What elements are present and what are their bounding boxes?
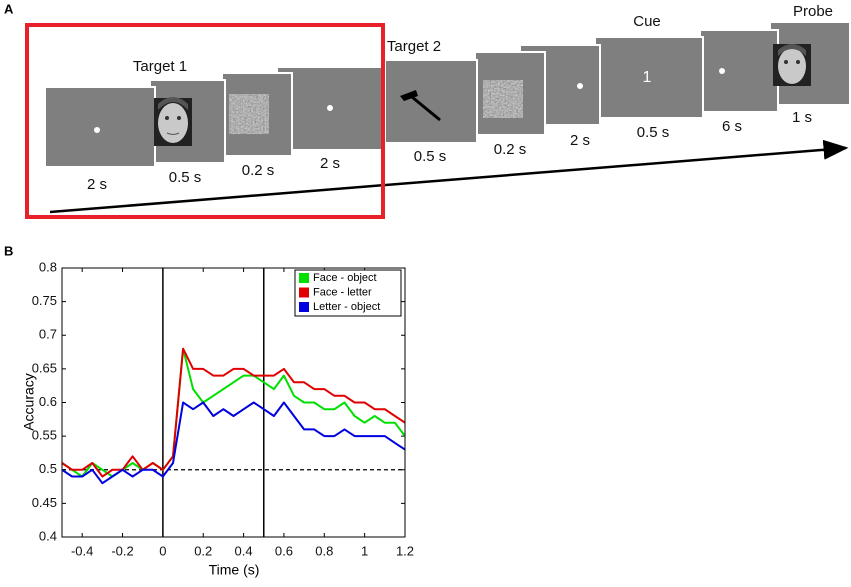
face: [154, 97, 192, 146]
stimulus-label: Probe: [793, 3, 833, 20]
duration: 6 s: [722, 118, 742, 135]
stimulus-label: Cue: [633, 13, 661, 30]
noise-mask: [483, 80, 523, 118]
fixation: [94, 127, 100, 133]
x-tick-label: 0.2: [194, 543, 212, 558]
x-tick-label: 1: [361, 543, 368, 558]
duration: 0.2 s: [242, 162, 275, 179]
duration: 2 s: [320, 155, 340, 172]
hammer: [400, 90, 441, 122]
screen: [44, 86, 156, 168]
duration: 1 s: [792, 109, 812, 126]
frame: [61, 267, 406, 538]
y-tick-label: 0.65: [32, 360, 57, 375]
legend-label: Face - letter: [313, 286, 372, 298]
noise-mask: [229, 94, 269, 134]
duration: 0.5 s: [169, 169, 202, 186]
duration: 0.2 s: [494, 141, 527, 158]
y-tick-label: 0.6: [39, 394, 57, 409]
panel-label: A: [4, 1, 14, 16]
fixation: [327, 105, 333, 111]
highlight-box: [25, 23, 385, 219]
x-axis-label: Time (s): [209, 562, 260, 578]
y-tick-label: 0.45: [32, 495, 57, 510]
face: [773, 44, 811, 86]
y-tick-label: 0.7: [39, 327, 57, 342]
stimulus-label: Target 1: [133, 58, 187, 75]
duration: 0.5 s: [637, 124, 670, 141]
y-tick-label: 0.8: [39, 259, 57, 274]
x-tick-label: 0.6: [275, 543, 293, 558]
screen: [384, 59, 478, 144]
x-tick-label: 0: [159, 543, 166, 558]
series-line: [61, 401, 406, 485]
y-tick-label: 0.4: [39, 528, 57, 543]
screen: [699, 29, 779, 113]
y-tick-label: 0.75: [32, 293, 57, 308]
y-axis-label: Accuracy: [21, 373, 37, 431]
x-tick-label: -0.4: [71, 543, 93, 558]
duration: 0.5 s: [414, 148, 447, 165]
fixation: [719, 68, 725, 74]
y-tick-label: 0.55: [32, 428, 57, 443]
legend-box: [294, 269, 402, 317]
panel-label: B: [4, 243, 13, 258]
series-line: [61, 347, 406, 478]
cue-digit: 1: [643, 69, 652, 86]
x-tick-label: 1.2: [396, 543, 414, 558]
duration: 2 s: [87, 176, 107, 193]
x-tick-label: 0.8: [315, 543, 333, 558]
legend-label: Face - object: [313, 272, 377, 284]
duration: 2 s: [570, 132, 590, 149]
y-tick-label: 0.5: [39, 461, 57, 476]
legend-label: Letter - object: [313, 301, 380, 313]
x-tick-label: -0.2: [111, 543, 133, 558]
legend-swatch: [299, 273, 309, 283]
legend-swatch: [299, 287, 309, 298]
stimulus-label: Target 2: [387, 38, 441, 55]
time-arrow: [49, 139, 849, 214]
screen: [594, 36, 704, 119]
series-line: [61, 347, 406, 478]
x-tick-label: 0.4: [235, 543, 253, 558]
screens: [44, 21, 851, 168]
fixation: [577, 83, 583, 89]
legend-swatch: [299, 302, 309, 312]
